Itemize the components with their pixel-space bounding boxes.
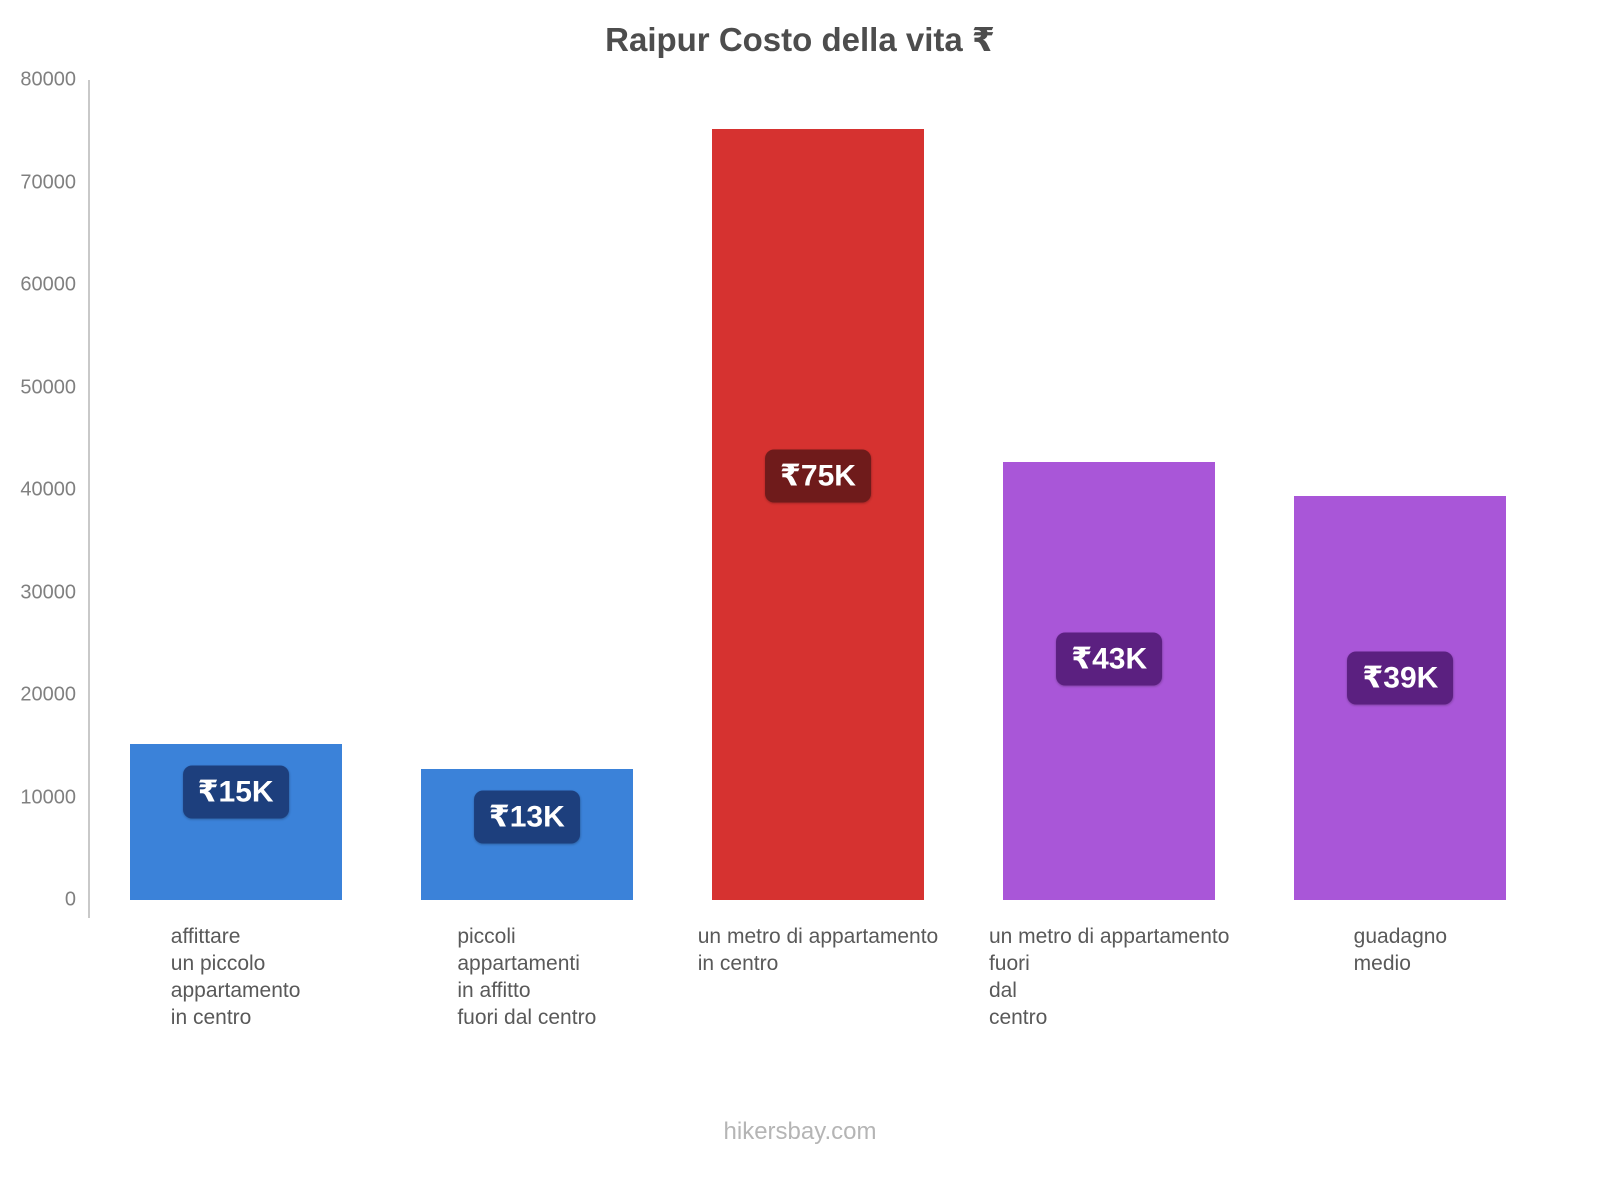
y-tick-label: 60000	[20, 273, 76, 296]
y-tick-label: 80000	[20, 68, 76, 91]
category-label-0: affittare un piccolo appartamento in cen…	[170, 925, 301, 1029]
y-tick-label: 20000	[20, 683, 76, 706]
y-axis-line	[88, 80, 90, 918]
plot-area: ₹15K affittare un piccolo appartamento in…	[90, 80, 1546, 1029]
bar-4: ₹39K	[1294, 496, 1507, 900]
y-tick-label: 30000	[20, 581, 76, 603]
category-label-1: piccoli appartamenti in affitto fuori da…	[457, 925, 597, 1029]
category-label-2: un metro di appartamento in centro	[697, 925, 939, 975]
chart-title: Raipur Costo della vita ₹	[605, 21, 995, 58]
category-label-4: guadagno medio	[1353, 925, 1448, 975]
bar-1: ₹13K	[420, 768, 633, 900]
bar-value-badge-3: ₹43K	[1056, 632, 1163, 686]
footer-watermark: hikersbay.com	[723, 1118, 877, 1145]
y-tick-label: 50000	[20, 376, 76, 398]
y-tick-label: 10000	[20, 786, 76, 808]
bar-3: ₹43K	[1003, 462, 1216, 900]
bar-value-badge-0: ₹15K	[182, 765, 289, 819]
bar-2: ₹75K	[712, 129, 924, 900]
category-label-3: un metro di appartamento fuori dal centr…	[988, 925, 1230, 1029]
y-tick-label: 40000	[20, 478, 76, 501]
bar-0: ₹15K	[129, 744, 342, 900]
y-tick-label: 70000	[20, 171, 76, 193]
bar-value-badge-2: ₹75K	[765, 449, 871, 503]
bar-value-badge-1: ₹13K	[473, 790, 580, 844]
bar-value-badge-4: ₹39K	[1347, 651, 1454, 705]
y-tick-label: 0	[64, 888, 76, 911]
